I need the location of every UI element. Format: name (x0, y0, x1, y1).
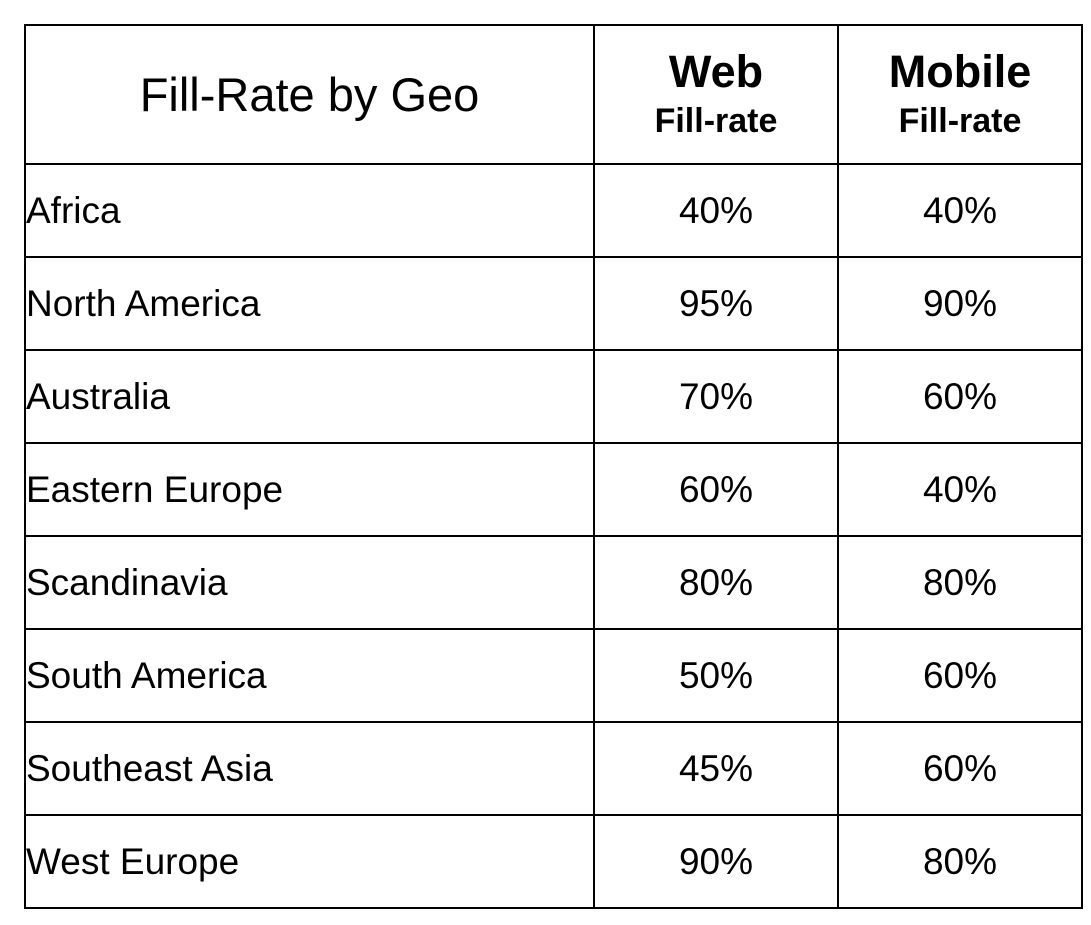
table-row: Eastern Europe 60% 40% (24, 442, 1083, 537)
header-row: Fill-Rate by Geo Web Fill-rate Mobile Fi… (24, 24, 1083, 165)
geo-name-cell: Scandinavia (24, 535, 595, 630)
geo-name-cell: South America (24, 628, 595, 723)
table-row: Africa 40% 40% (24, 163, 1083, 258)
mobile-fill-rate-cell: 60% (837, 628, 1083, 723)
mobile-fill-rate-cell: 60% (837, 721, 1083, 816)
web-fill-rate-cell: 70% (593, 349, 839, 444)
table-row: Scandinavia 80% 80% (24, 535, 1083, 630)
geo-name-cell: North America (24, 256, 595, 351)
column-header-mobile-sub: Fill-rate (898, 101, 1022, 140)
geo-name-cell: Eastern Europe (24, 442, 595, 537)
column-header-mobile: Mobile Fill-rate (837, 24, 1083, 165)
column-header-web-sub: Fill-rate (654, 101, 778, 140)
web-fill-rate-cell: 95% (593, 256, 839, 351)
web-fill-rate-cell: 80% (593, 535, 839, 630)
web-fill-rate-cell: 50% (593, 628, 839, 723)
geo-name-cell: Australia (24, 349, 595, 444)
table-row: Australia 70% 60% (24, 349, 1083, 444)
table-row: South America 50% 60% (24, 628, 1083, 723)
geo-name-cell: West Europe (24, 814, 595, 909)
web-fill-rate-cell: 90% (593, 814, 839, 909)
geo-name-cell: Africa (24, 163, 595, 258)
web-fill-rate-cell: 40% (593, 163, 839, 258)
table-row: North America 95% 90% (24, 256, 1083, 351)
mobile-fill-rate-cell: 80% (837, 814, 1083, 909)
column-header-mobile-main: Mobile (888, 45, 1032, 97)
table-row: Southeast Asia 45% 60% (24, 721, 1083, 816)
table-row: West Europe 90% 80% (24, 814, 1083, 909)
fill-rate-table: Fill-Rate by Geo Web Fill-rate Mobile Fi… (24, 24, 1083, 909)
mobile-fill-rate-cell: 90% (837, 256, 1083, 351)
column-header-web-main: Web (668, 45, 764, 97)
mobile-fill-rate-cell: 60% (837, 349, 1083, 444)
geo-name-cell: Southeast Asia (24, 721, 595, 816)
web-fill-rate-cell: 60% (593, 442, 839, 537)
mobile-fill-rate-cell: 40% (837, 163, 1083, 258)
web-fill-rate-cell: 45% (593, 721, 839, 816)
table-title: Fill-Rate by Geo (24, 24, 595, 165)
column-header-web: Web Fill-rate (593, 24, 839, 165)
mobile-fill-rate-cell: 80% (837, 535, 1083, 630)
table-body: Africa 40% 40% North America 95% 90% Aus… (24, 163, 1083, 909)
mobile-fill-rate-cell: 40% (837, 442, 1083, 537)
